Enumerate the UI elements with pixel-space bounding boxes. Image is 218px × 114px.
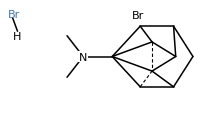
Text: H: H bbox=[13, 32, 22, 42]
Text: Br: Br bbox=[132, 11, 144, 21]
Text: Br: Br bbox=[7, 10, 20, 20]
Text: N: N bbox=[79, 52, 87, 62]
